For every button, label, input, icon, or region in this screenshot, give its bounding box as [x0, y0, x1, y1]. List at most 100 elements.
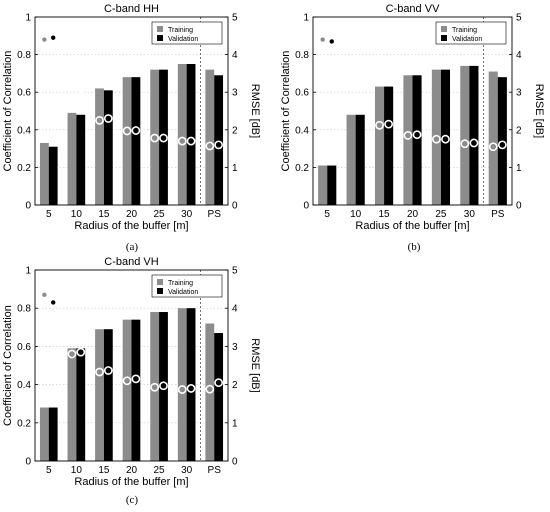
y-tick-label: 0.4 [17, 380, 31, 391]
rmse-point-training-30 [460, 139, 470, 149]
x-tick-label: 15 [98, 465, 110, 476]
x-tick-label: 5 [324, 209, 330, 220]
y-tick-label: 1 [303, 13, 309, 24]
x-tick-label: 5 [46, 465, 52, 476]
y2-tick-label: 5 [516, 13, 522, 24]
y-axis-label: Coefficient of Correlation [2, 51, 14, 172]
y2-tick-label: 4 [232, 50, 238, 61]
bar-training-10 [67, 348, 77, 461]
y2-tick-label: 1 [516, 163, 522, 174]
y2-tick-label: 5 [232, 266, 238, 277]
y2-tick-label: 0 [516, 201, 522, 212]
y-tick-label: 1 [25, 266, 31, 277]
y-tick-label: 0.6 [17, 88, 31, 99]
bar-training-10 [346, 114, 356, 205]
chart-title: C-band VH [104, 256, 158, 268]
rmse-point-training-30 [177, 385, 187, 394]
bar-training-20 [122, 319, 132, 461]
rmse-point-training-15 [375, 120, 384, 130]
legend: Training Validation [151, 21, 223, 45]
y2-axis-label: RMSE [dB] [249, 338, 261, 392]
bar-validation-30 [186, 64, 196, 205]
y-tick-label: 1 [25, 13, 31, 24]
x-tick-label: PS [208, 209, 222, 220]
x-tick-label: 10 [71, 465, 83, 476]
x-axis-label: Radius of the buffer [m] [74, 220, 188, 232]
legend-swatch-validation [441, 35, 447, 41]
rmse-point-validation-25 [159, 381, 168, 391]
x-tick-label: 20 [126, 209, 138, 220]
x-tick-label: 5 [46, 209, 52, 220]
bar-validation-PS [214, 75, 224, 205]
y2-tick-label: 5 [232, 13, 238, 24]
rmse-point-training-PS [205, 384, 215, 394]
rmse-point-training-20 [403, 131, 413, 140]
rmse-point-validation-25 [159, 133, 168, 143]
plot-frame [34, 16, 229, 206]
bar-training-5 [39, 142, 49, 205]
bar-validation-10 [76, 114, 86, 205]
bar-validation-10 [355, 114, 365, 205]
y2-tick-label: 2 [232, 380, 238, 391]
bar-validation-5 [48, 407, 58, 461]
legend-swatch-training [157, 26, 163, 32]
bar-training-15 [95, 329, 104, 461]
y-axis-label: Coefficient of Correlation [280, 51, 292, 172]
rmse-point-validation-10 [76, 347, 86, 357]
bar-training-25 [150, 69, 160, 205]
y2-tick-label: 3 [516, 88, 522, 99]
figure-caption: (b) [408, 241, 421, 253]
figure-caption: (a) [126, 241, 139, 253]
rmse-point-validation-20 [131, 374, 141, 384]
legend-swatch-training [157, 279, 163, 285]
rmse-point-training-25 [431, 134, 441, 144]
bar-training-15 [374, 86, 385, 205]
figure-caption: (c) [126, 494, 139, 506]
x-tick-label: 25 [154, 209, 166, 220]
y-tick-label: 0 [303, 201, 309, 212]
x-tick-label: 25 [435, 209, 447, 220]
y2-tick-label: 0 [232, 457, 238, 468]
y2-tick-label: 2 [232, 125, 238, 136]
x-tick-label: 20 [126, 465, 138, 476]
y2-tick-label: 2 [516, 125, 522, 136]
y-tick-label: 0.6 [17, 342, 31, 353]
rmse-point-training-5 [42, 37, 47, 42]
legend-label-validation: Validation [452, 36, 482, 43]
y-tick-label: 0.4 [17, 125, 31, 136]
y-tick-label: 0 [25, 457, 31, 468]
rmse-point-validation-5 [50, 35, 56, 40]
rmse-point-training-15 [95, 367, 104, 377]
bar-validation-25 [159, 312, 168, 461]
rmse-point-validation-5 [50, 300, 56, 305]
x-tick-label: 15 [98, 209, 110, 220]
legend: Training Validation [435, 21, 507, 45]
bar-training-5 [318, 165, 328, 205]
legend-label-validation: Validation [168, 289, 198, 296]
y-tick-label: 0.8 [17, 50, 31, 61]
y-tick-label: 0.2 [295, 163, 309, 174]
bar-training-20 [122, 77, 132, 205]
rmse-point-training-25 [150, 382, 160, 392]
y2-tick-label: 1 [232, 163, 238, 174]
legend-label-training: Training [168, 27, 193, 34]
bar-validation-20 [131, 319, 141, 461]
rmse-point-training-PS [488, 142, 498, 152]
y-tick-label: 0.4 [295, 125, 309, 136]
bar-validation-25 [159, 69, 168, 205]
y-tick-label: 0.2 [17, 163, 31, 174]
bar-training-30 [177, 308, 187, 461]
rmse-point-training-25 [150, 133, 160, 143]
y-axis-label: Coefficient of Correlation [2, 305, 14, 426]
rmse-point-validation-5 [329, 39, 334, 44]
bar-training-30 [460, 65, 470, 205]
rmse-point-validation-30 [186, 384, 196, 393]
x-tick-label: PS [491, 209, 505, 220]
y2-tick-label: 0 [232, 201, 238, 212]
rmse-point-validation-20 [131, 126, 141, 135]
bar-validation-5 [48, 146, 58, 205]
bar-validation-20 [412, 75, 422, 205]
bar-validation-5 [327, 165, 337, 205]
bar-training-15 [95, 88, 104, 205]
